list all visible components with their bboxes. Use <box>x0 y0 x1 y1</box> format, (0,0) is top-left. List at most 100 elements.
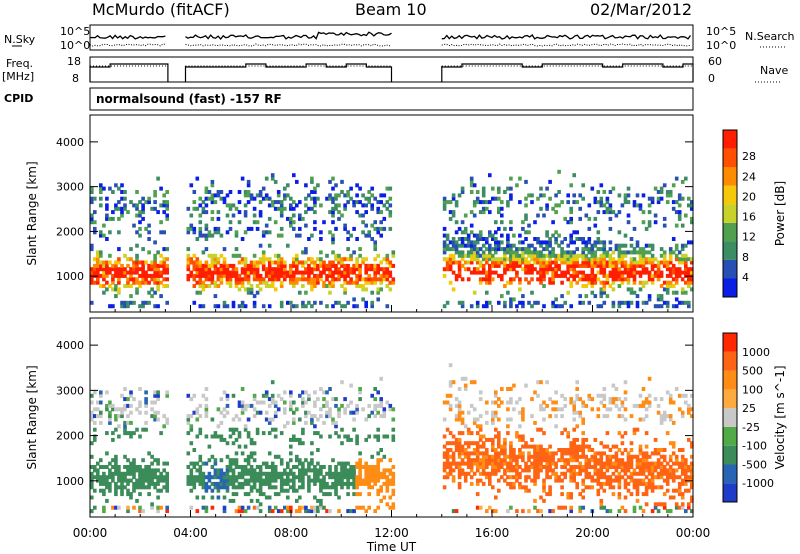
velocity-cell <box>494 454 498 459</box>
velocity-cell <box>331 475 335 480</box>
velocity-cell <box>249 437 254 442</box>
velocity-cell <box>644 475 649 480</box>
velocity-cell <box>690 414 694 419</box>
power-cell <box>518 287 522 292</box>
power-cell <box>120 263 124 268</box>
power-cell <box>90 213 94 218</box>
velocity-cell <box>644 451 649 456</box>
velocity-cell <box>355 407 359 412</box>
velocity-cell <box>213 431 218 436</box>
power-cell <box>448 263 453 268</box>
power-cell <box>542 247 546 252</box>
power-cell <box>542 253 546 258</box>
velocity-cell <box>445 451 450 456</box>
velocity-cell <box>623 407 628 412</box>
velocity-cell <box>608 461 613 466</box>
velocity-cell <box>677 461 682 466</box>
velocity-cell <box>237 509 242 514</box>
velocity-cell <box>99 488 103 493</box>
power-cell <box>292 304 296 309</box>
power-cell <box>117 216 121 221</box>
power-cell <box>475 267 480 272</box>
velocity-cell <box>690 393 694 398</box>
power-cell <box>207 190 212 194</box>
velocity-cell <box>475 424 480 429</box>
power-cell <box>165 257 169 262</box>
velocity-cell <box>144 475 148 480</box>
power-cell <box>469 253 474 258</box>
velocity-cell <box>668 400 673 405</box>
power-cell <box>687 267 691 272</box>
power-cell <box>252 273 257 278</box>
power-cell <box>690 203 694 208</box>
power-cell <box>207 284 212 288</box>
power-cell <box>650 260 655 265</box>
x-tick-label: 00:00 <box>676 526 711 540</box>
velocity-cell <box>234 478 239 483</box>
velocity-cell <box>503 478 507 483</box>
power-cell <box>313 267 317 272</box>
velocity-cell <box>668 417 673 422</box>
velocity-cell <box>521 434 525 439</box>
power-cell <box>674 304 679 309</box>
velocity-cell <box>445 461 450 466</box>
velocity-cell <box>213 458 218 463</box>
power-cell <box>635 250 640 255</box>
power-cell <box>367 273 371 278</box>
power-cell <box>331 277 335 282</box>
velocity-cell <box>596 471 601 476</box>
power-cell <box>192 267 197 272</box>
power-cell <box>454 203 459 208</box>
power-cell <box>687 240 691 245</box>
velocity-colorbar-tick: 1000 <box>742 346 770 359</box>
velocity-cell <box>506 400 510 405</box>
velocity-cell <box>355 434 359 439</box>
velocity-cell <box>554 414 558 419</box>
power-cell <box>485 237 489 241</box>
power-cell <box>668 267 673 272</box>
velocity-cell <box>518 448 522 452</box>
velocity-cell <box>123 427 127 432</box>
power-cell <box>593 200 598 205</box>
velocity-cell <box>590 454 595 459</box>
velocity-cell <box>132 475 136 480</box>
velocity-cell <box>466 454 471 459</box>
nsearch-trace <box>441 43 691 47</box>
velocity-cell <box>141 509 145 514</box>
velocity-cell <box>252 393 257 398</box>
power-cell <box>644 267 649 272</box>
velocity-cell <box>457 468 462 473</box>
velocity-cell <box>373 397 377 402</box>
velocity-cell <box>252 505 257 510</box>
velocity-cell <box>225 485 230 490</box>
power-cell <box>150 260 154 265</box>
power-cell <box>509 220 513 225</box>
velocity-cell <box>325 485 329 490</box>
velocity-cell <box>617 475 622 480</box>
power-cell <box>632 200 637 205</box>
power-cell <box>497 260 501 265</box>
velocity-cell <box>596 393 601 398</box>
velocity-cell <box>319 481 323 486</box>
velocity-cell <box>463 451 468 456</box>
velocity-cell <box>578 471 582 476</box>
velocity-cell <box>671 475 676 480</box>
velocity-cell <box>129 390 133 395</box>
velocity-cell <box>478 478 483 483</box>
velocity-cell <box>90 393 94 398</box>
velocity-cell <box>611 492 616 497</box>
power-cell <box>524 230 528 235</box>
velocity-cell <box>605 458 610 463</box>
power-cell <box>623 277 628 282</box>
power-cell <box>162 257 166 262</box>
power-cell <box>629 270 634 275</box>
power-cell <box>349 267 353 272</box>
velocity-cell <box>90 509 94 514</box>
power-colorbar-swatch <box>723 167 737 186</box>
velocity-cell <box>647 403 652 408</box>
power-cell <box>201 250 206 255</box>
power-cell <box>551 233 555 238</box>
power-cell <box>331 250 335 255</box>
power-cell <box>340 190 344 194</box>
